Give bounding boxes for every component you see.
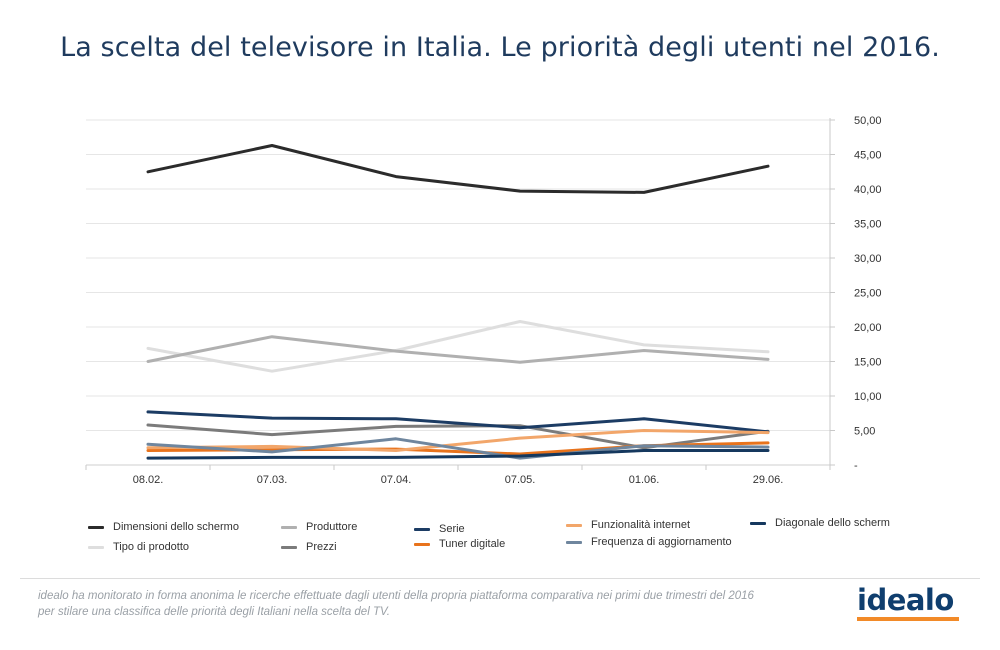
- legend-label: Prezzi: [306, 541, 337, 553]
- legend-swatch: [281, 545, 297, 549]
- y-tick-label: 30,00: [854, 253, 882, 265]
- footer-note-line-2: per stilare una classifica delle priorit…: [38, 606, 390, 618]
- x-tick-label: 29.06.: [753, 474, 784, 486]
- series-line-funzionalita-internet: [146, 429, 770, 452]
- chart-grid: [86, 119, 830, 466]
- logo-underline: [857, 617, 959, 621]
- y-tick-label: 15,00: [854, 357, 882, 369]
- legend-label: Frequenza di aggiornamento: [591, 536, 732, 548]
- series-line-produttore: [146, 335, 770, 364]
- legend-item: Tuner digitale: [414, 536, 505, 552]
- legend-item: Produttore: [281, 519, 357, 535]
- line-chart: - 5,00 10,00 15,00 20,00 25,00 30,00 35,00 40,00…: [85, 115, 882, 486]
- legend-label: Tipo di prodotto: [113, 541, 190, 553]
- x-tick-label: 07.03.: [257, 474, 288, 486]
- y-tick-label: 10,00: [854, 391, 882, 403]
- legend-label: Funzionalità internet: [591, 519, 691, 531]
- legend-label: Tuner digitale: [439, 538, 506, 550]
- idealo-logo: idealo: [857, 583, 961, 621]
- legend-item: Dimensioni dello schermo: [88, 519, 239, 535]
- legend-item: Frequenza di aggiornamento: [566, 534, 732, 550]
- y-tick-label: -: [854, 460, 858, 472]
- y-tick-label: 25,00: [854, 288, 882, 300]
- series-line-tipo-di-prodotto: [146, 320, 770, 373]
- legend-swatch: [414, 542, 430, 546]
- x-tick-label: 07.05.: [505, 474, 536, 486]
- legend-swatch: [750, 521, 766, 525]
- chart-axes: - 5,00 10,00 15,00 20,00 25,00 30,00 35,00 40,00…: [85, 115, 882, 486]
- legend-swatch: [566, 540, 582, 544]
- legend-label: Produttore: [306, 521, 358, 533]
- legend-swatch: [88, 545, 104, 549]
- footer-note: idealo ha monitorato in forma anonima le…: [38, 588, 828, 620]
- legend-swatch: [566, 523, 582, 527]
- x-tick-label: 08.02.: [133, 474, 164, 486]
- series-line-frequenza-di-aggiornamento: [146, 437, 770, 460]
- y-tick-label: 20,00: [854, 322, 882, 334]
- series-line-dimensioni-dello-schermo: [146, 144, 770, 194]
- footer-divider: [20, 578, 980, 579]
- legend-item: Tipo di prodotto: [88, 539, 189, 555]
- legend-item: Prezzi: [281, 539, 337, 555]
- legend-label: Dimensioni dello schermo: [113, 521, 239, 533]
- y-tick-label: 50,00: [854, 115, 882, 127]
- legend-item: Funzionalità internet: [566, 517, 690, 533]
- series-line-serie: [146, 410, 770, 434]
- legend-swatch: [88, 525, 104, 529]
- chart-series: [146, 144, 770, 460]
- footer-note-line-1: idealo ha monitorato in forma anonima le…: [38, 590, 754, 602]
- legend-item: Serie: [414, 521, 465, 537]
- x-tick-label: 07.04.: [381, 474, 412, 486]
- legend-label: Diagonale dello scherm: [775, 517, 890, 529]
- series-line-diagonale-dello-scherm: [146, 449, 770, 460]
- y-tick-label: 5,00: [854, 426, 875, 438]
- legend-swatch: [414, 527, 430, 531]
- y-tick-label: 40,00: [854, 184, 882, 196]
- logo-wordmark: idealo: [857, 583, 954, 617]
- legend-label: Serie: [439, 523, 465, 535]
- y-tick-label: 45,00: [854, 150, 882, 162]
- page-title: La scelta del televisore in Italia. Le p…: [60, 32, 940, 63]
- legend-swatch: [281, 525, 297, 529]
- y-tick-label: 35,00: [854, 219, 882, 231]
- x-tick-label: 01.06.: [629, 474, 660, 486]
- legend-item: Diagonale dello scherm: [750, 515, 890, 531]
